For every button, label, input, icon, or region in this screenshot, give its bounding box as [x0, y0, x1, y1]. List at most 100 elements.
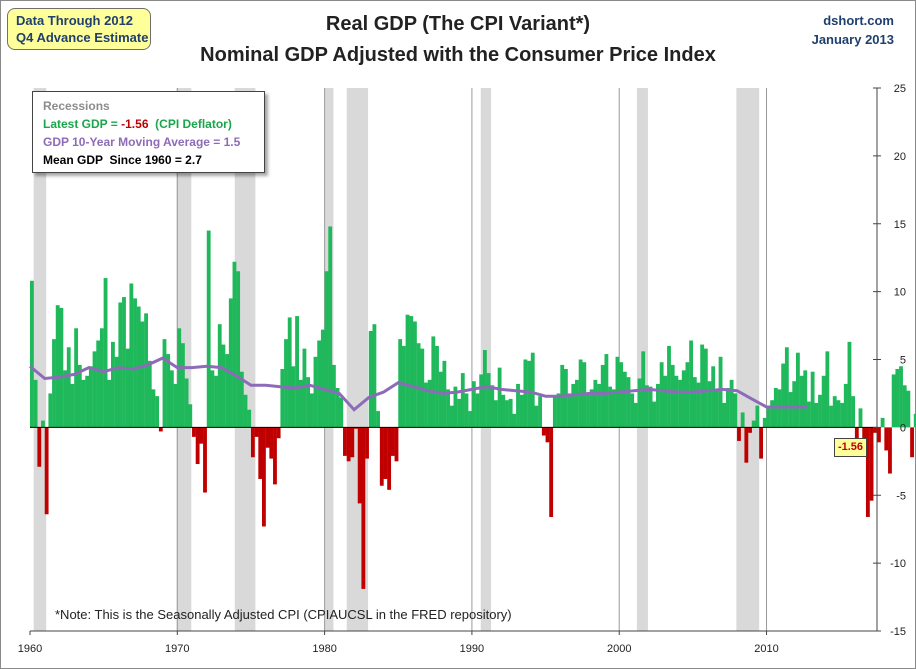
legend-recessions: Recessions [43, 99, 110, 113]
gdp-bar [516, 383, 520, 428]
gdp-bar [313, 356, 318, 428]
gdp-bar [810, 371, 815, 428]
recession-band [736, 88, 760, 631]
gdp-bar [899, 366, 903, 428]
y-tick-label: 0 [900, 422, 906, 434]
gdp-bar [166, 354, 171, 428]
y-tick-label: 25 [894, 83, 906, 95]
gdp-bar [262, 427, 266, 527]
gdp-bar [361, 427, 366, 589]
gdp-bar [254, 427, 259, 437]
source-link[interactable]: dshort.com [823, 13, 894, 28]
gdp-bar [869, 427, 874, 501]
gdp-bar [346, 427, 351, 462]
legend-latest-suffix: (CPI Deflator) [148, 117, 232, 131]
gdp-bar [799, 375, 804, 428]
legend-mean-gdp: Mean GDP Since 1960 = 2.7 [43, 153, 202, 167]
gdp-bar [884, 427, 889, 451]
gdp-bar [604, 354, 609, 428]
gdp-bar [766, 408, 771, 428]
gdp-bar [239, 371, 244, 428]
gdp-bar [236, 271, 241, 428]
gdp-bar [770, 400, 775, 428]
gdp-bar [803, 370, 808, 428]
gdp-bar [519, 394, 524, 428]
y-tick-label: 15 [894, 219, 906, 231]
gdp-bar [733, 393, 738, 428]
gdp-bar [722, 402, 727, 428]
gdp-bar [225, 354, 230, 428]
chart-subtitle: Nominal GDP Adjusted with the Consumer P… [200, 44, 716, 66]
gdp-bar [387, 427, 392, 490]
gdp-bar [99, 328, 104, 428]
gdp-bar [446, 389, 450, 428]
gdp-bar [114, 356, 119, 428]
gdp-bar [527, 360, 531, 428]
gdp-bar [357, 427, 362, 504]
gdp-bar [243, 394, 248, 428]
gdp-bars [30, 226, 916, 589]
gdp-bar [33, 379, 38, 428]
gdp-bar [298, 379, 303, 428]
gdp-bar [48, 393, 53, 428]
gdp-bar [184, 378, 189, 428]
gdp-bar [383, 427, 388, 479]
gdp-bar [103, 278, 108, 428]
gdp-bar [667, 345, 671, 428]
gdp-bar [755, 405, 760, 428]
gdp-bar [611, 389, 616, 428]
gdp-bar [199, 427, 204, 444]
gdp-bar [335, 388, 340, 428]
gdp-bar [438, 371, 443, 428]
gdp-bar [188, 404, 193, 428]
gdp-bar [273, 427, 277, 485]
recession-band [234, 88, 256, 631]
gdp-bar [162, 339, 167, 428]
gdp-bar [589, 389, 594, 428]
gdp-bar [538, 396, 543, 428]
x-tick-label: 1970 [165, 643, 189, 655]
gdp-bar [250, 427, 255, 458]
gdp-bar [718, 356, 723, 428]
gdp-bar [854, 427, 859, 446]
gdp-bar [748, 427, 752, 433]
gdp-bar [107, 379, 112, 428]
gdp-bar [575, 379, 579, 428]
gdp-bar [593, 379, 598, 428]
legend-latest-gdp: Latest GDP = -1.56 (CPI Deflator) [43, 115, 264, 133]
gdp-bar [840, 402, 845, 428]
gdp-bar [482, 349, 487, 428]
gdp-bar [670, 364, 675, 428]
gdp-bar [372, 324, 377, 428]
recession-band [33, 88, 47, 631]
gdp-bar [343, 427, 347, 456]
gdp-bar [740, 412, 745, 428]
gdp-bar [354, 427, 358, 429]
y-tick-label: -5 [896, 490, 906, 502]
gdp-bar [129, 283, 134, 428]
gdp-bar [133, 298, 137, 428]
gdp-bar [888, 427, 892, 474]
gdp-bar [328, 226, 333, 428]
gdp-bar [269, 427, 274, 459]
gdp-bar [287, 317, 292, 428]
gdp-bar [118, 302, 123, 428]
gdp-bar [567, 393, 572, 428]
gdp-bar [825, 351, 830, 428]
gdp-bar [851, 396, 856, 428]
gdp-bar [759, 427, 763, 459]
gdp-bar [552, 397, 557, 428]
gdp-bar [350, 427, 355, 458]
gdp-bar [424, 382, 428, 428]
gdp-bar [210, 370, 215, 428]
gdp-bar [586, 393, 590, 428]
gdp-bar [37, 427, 42, 467]
gdp-bar [401, 345, 406, 428]
gdp-bar [122, 297, 126, 428]
gdp-bar [258, 427, 263, 479]
gdp-bar [55, 305, 60, 428]
gdp-bar [449, 405, 454, 428]
y-tick-label: 10 [894, 287, 906, 299]
gdp-bar [206, 230, 211, 428]
